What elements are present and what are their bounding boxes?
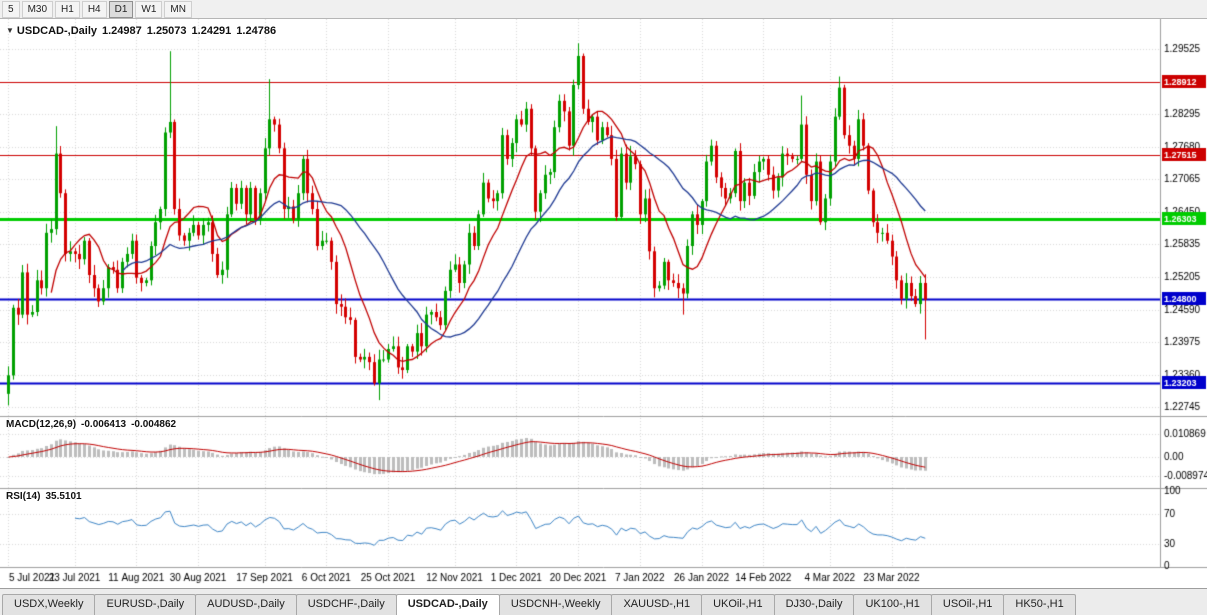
chart-tab-usdchf-daily[interactable]: USDCHF-,Daily xyxy=(295,594,397,615)
timeframe-button-mn[interactable]: MN xyxy=(164,0,192,18)
timeframe-button-h4[interactable]: H4 xyxy=(81,0,107,18)
timeframe-button-h1[interactable]: H1 xyxy=(55,0,80,18)
chart-tab-usoil-h1[interactable]: USOil-,H1 xyxy=(930,594,1005,615)
chart-tab-usdcnh-weekly[interactable]: USDCNH-,Weekly xyxy=(498,594,613,615)
timeframe-button-5[interactable]: 5 xyxy=(2,0,20,18)
chart-tab-uk100-h1[interactable]: UK100-,H1 xyxy=(853,594,932,615)
chart-tab-usdcad-daily[interactable]: USDCAD-,Daily xyxy=(395,594,500,615)
timeframe-button-m30[interactable]: M30 xyxy=(21,0,54,18)
chart-tab-usdx-weekly[interactable]: USDX,Weekly xyxy=(2,594,96,615)
timeframe-toolbar: 5 M30 H1 H4 D1 W1 MN xyxy=(0,0,1207,19)
chart-tab-dj30-daily[interactable]: DJ30-,Daily xyxy=(773,594,855,615)
chart-tab-ukoil-h1[interactable]: UKOil-,H1 xyxy=(701,594,775,615)
main-chart-canvas[interactable] xyxy=(0,19,1207,588)
chart-tab-xauusd-h1[interactable]: XAUUSD-,H1 xyxy=(611,594,703,615)
chart-window: ▼ USDCAD-,Daily 1.24987 1.25073 1.24291 1.247… xyxy=(0,19,1207,588)
chart-tab-hk50-h1[interactable]: HK50-,H1 xyxy=(1003,594,1076,615)
chart-tab-eurusd-daily[interactable]: EURUSD-,Daily xyxy=(94,594,197,615)
timeframe-button-w1[interactable]: W1 xyxy=(135,0,163,18)
timeframe-button-d1[interactable]: D1 xyxy=(108,0,134,18)
chart-tab-audusd-daily[interactable]: AUDUSD-,Daily xyxy=(195,594,297,615)
chart-tabbar: USDX,Weekly EURUSD-,Daily AUDUSD-,Daily USD… xyxy=(0,588,1207,615)
